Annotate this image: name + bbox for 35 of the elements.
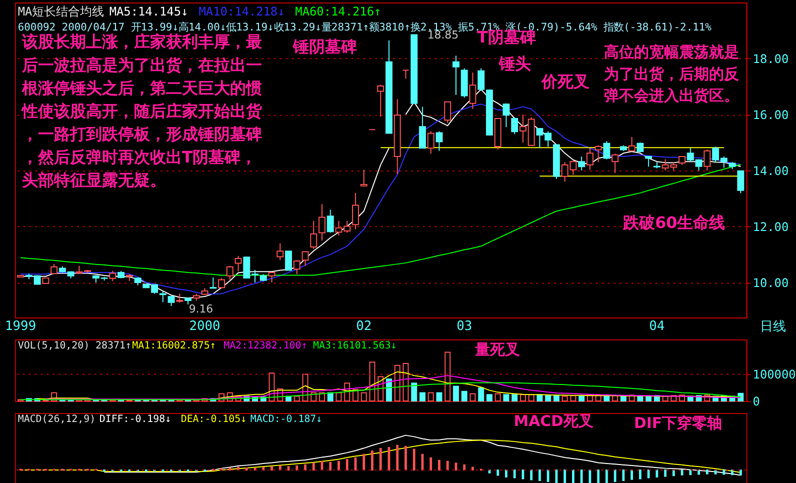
- text: MA3:16101.563↓: [313, 340, 397, 352]
- x-tick-label: 03: [456, 318, 472, 334]
- annotation: 该股长期上涨，庄家获利丰厚，最后一波拉高是为了出货，在拉出一根涨停锤头之后，第二天巨大的惯性使该股高开，随后庄家开始出货，一路打到跌停板，形成锤阴墓碑，然后反弹时再次收出T阴墓碑，头部特征显露无疑。: [20, 32, 263, 190]
- x-tick-label: 1999: [5, 318, 36, 334]
- annotation: 锤头: [498, 54, 531, 74]
- text: DIFF:-0.198↓: [99, 414, 172, 425]
- x-tick-label: 2000: [189, 318, 220, 334]
- text: MA2:12382.100↑: [224, 340, 308, 352]
- text: MA60:14.216↑: [295, 4, 382, 18]
- annotation: 量死叉: [474, 340, 520, 358]
- y-tick-label: 16.00: [752, 108, 789, 122]
- text: MACD死叉: [514, 412, 594, 430]
- annotation: 锤阴墓碑: [292, 37, 358, 56]
- y-tick-label: 18.00: [752, 52, 789, 66]
- annotation: 9.16: [188, 302, 214, 316]
- chart-title: MA短长结合均线: [18, 4, 104, 18]
- text: 日线: [760, 319, 786, 334]
- y-tick-label: 14.00: [752, 164, 789, 178]
- chart-title: MACD(26,12,9): [18, 414, 96, 425]
- annotation: 高位的宽幅震荡就是为了出货，后期的反弹不会进入出货区。: [604, 43, 740, 104]
- chart-title: VOL(5,10,20) 28371↑: [18, 340, 132, 352]
- text: MA5:14.145↓: [109, 4, 188, 18]
- x-tick-label: 02: [356, 318, 372, 334]
- annotation: 价死叉: [540, 72, 590, 91]
- annotation: 跌破60生命线: [622, 213, 726, 232]
- y-tick-label: 100000: [752, 368, 796, 382]
- text: DIF下穿零轴: [634, 414, 722, 432]
- text: MACD:-0.187↓: [250, 414, 322, 425]
- y-tick-label: 0: [752, 394, 760, 408]
- y-tick-label: 10.00: [752, 276, 789, 290]
- text: DEA:-0.105↓: [180, 414, 247, 425]
- x-tick-label: 04: [649, 318, 665, 334]
- text: MA10:14.218↓: [198, 4, 285, 18]
- text: MA1:16002.875↑: [132, 340, 216, 352]
- y-tick-label: 12.00: [752, 220, 789, 234]
